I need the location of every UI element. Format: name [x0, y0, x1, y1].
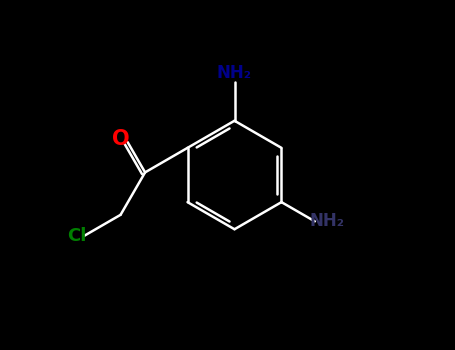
- Text: NH₂: NH₂: [217, 64, 252, 83]
- Text: O: O: [112, 129, 130, 149]
- Text: NH₂: NH₂: [309, 212, 344, 230]
- Text: Cl: Cl: [67, 227, 86, 245]
